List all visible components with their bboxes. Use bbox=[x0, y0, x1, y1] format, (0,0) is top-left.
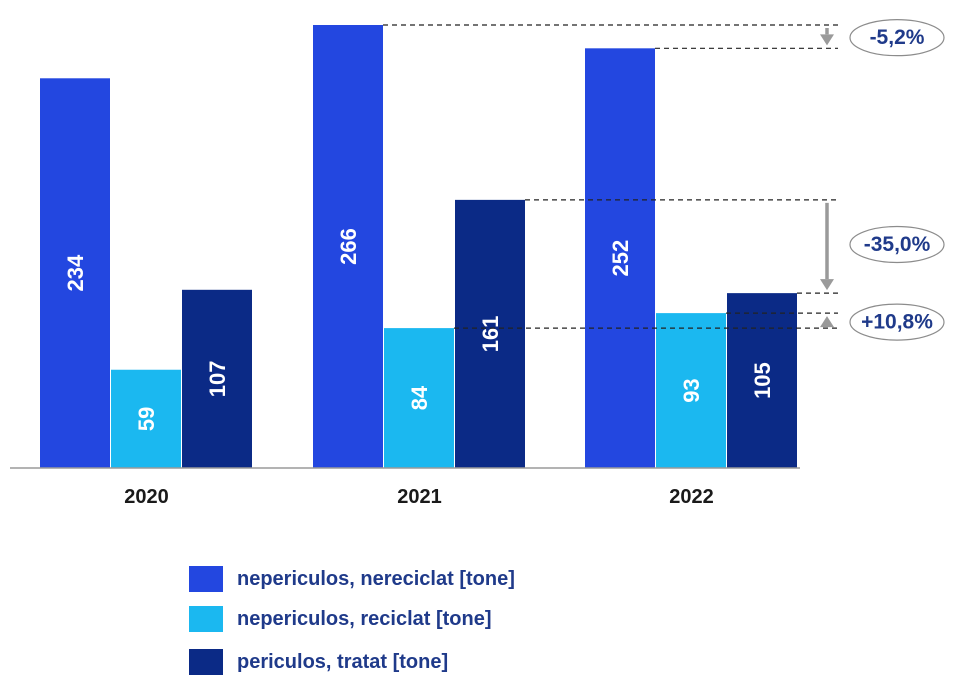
bar-2022-series-1 bbox=[656, 313, 726, 468]
legend-swatch bbox=[189, 566, 223, 592]
change-badge-text: -5,2% bbox=[870, 26, 925, 49]
bar-2022-series-2 bbox=[727, 293, 797, 468]
change-badge bbox=[849, 19, 945, 57]
bar-2020-series-0 bbox=[40, 78, 110, 468]
bar-2021-series-2 bbox=[455, 199, 525, 469]
bar-value-label: 59 bbox=[134, 407, 159, 431]
change-badge-text: -35,0% bbox=[864, 233, 931, 256]
legend-swatch bbox=[189, 606, 223, 632]
change-badge-text: +10,8% bbox=[861, 311, 933, 334]
bar-value-label: 105 bbox=[750, 362, 775, 399]
bar-value-label: 84 bbox=[407, 385, 432, 410]
bar-value-label: 93 bbox=[679, 378, 704, 402]
bar-value-label: 234 bbox=[63, 254, 88, 291]
bar-value-label: 266 bbox=[336, 228, 361, 265]
x-tick-label: 2021 bbox=[397, 486, 442, 508]
legend-label: periculos, tratat [tone] bbox=[237, 651, 448, 673]
bar-value-label: 161 bbox=[478, 316, 503, 353]
x-tick-labels: 2020 2021 2022 bbox=[124, 486, 714, 508]
legend: nepericulos, nereciclat [tone] nepericulo… bbox=[189, 566, 515, 675]
x-tick-label: 2020 bbox=[124, 486, 169, 508]
bar-2021-series-0 bbox=[313, 25, 383, 468]
legend-swatch bbox=[189, 649, 223, 675]
change-badge bbox=[849, 303, 945, 341]
bar-value-label: 107 bbox=[205, 361, 230, 398]
bar-labels-group: 234 59 107 266 84 161 252 93 105 bbox=[63, 228, 775, 431]
bar-2022-series-0 bbox=[585, 48, 655, 468]
annotation-arrow-head bbox=[820, 34, 834, 46]
bars-group bbox=[40, 25, 797, 469]
legend-label: nepericulos, nereciclat [tone] bbox=[237, 568, 515, 590]
bar-value-label: 252 bbox=[608, 240, 633, 277]
change-badge bbox=[849, 225, 945, 264]
bar-2020-series-2 bbox=[182, 289, 252, 468]
annotation-arrow-head bbox=[820, 279, 834, 291]
annotation-arrow-head bbox=[820, 316, 834, 328]
change-annotations: -5,2% -35,0% +10,8% bbox=[383, 19, 945, 341]
legend-label: nepericulos, reciclat [tone] bbox=[237, 608, 492, 630]
bar-2020-series-1 bbox=[111, 369, 181, 468]
x-tick-label: 2022 bbox=[669, 486, 714, 508]
bar-2021-series-1 bbox=[384, 328, 454, 468]
